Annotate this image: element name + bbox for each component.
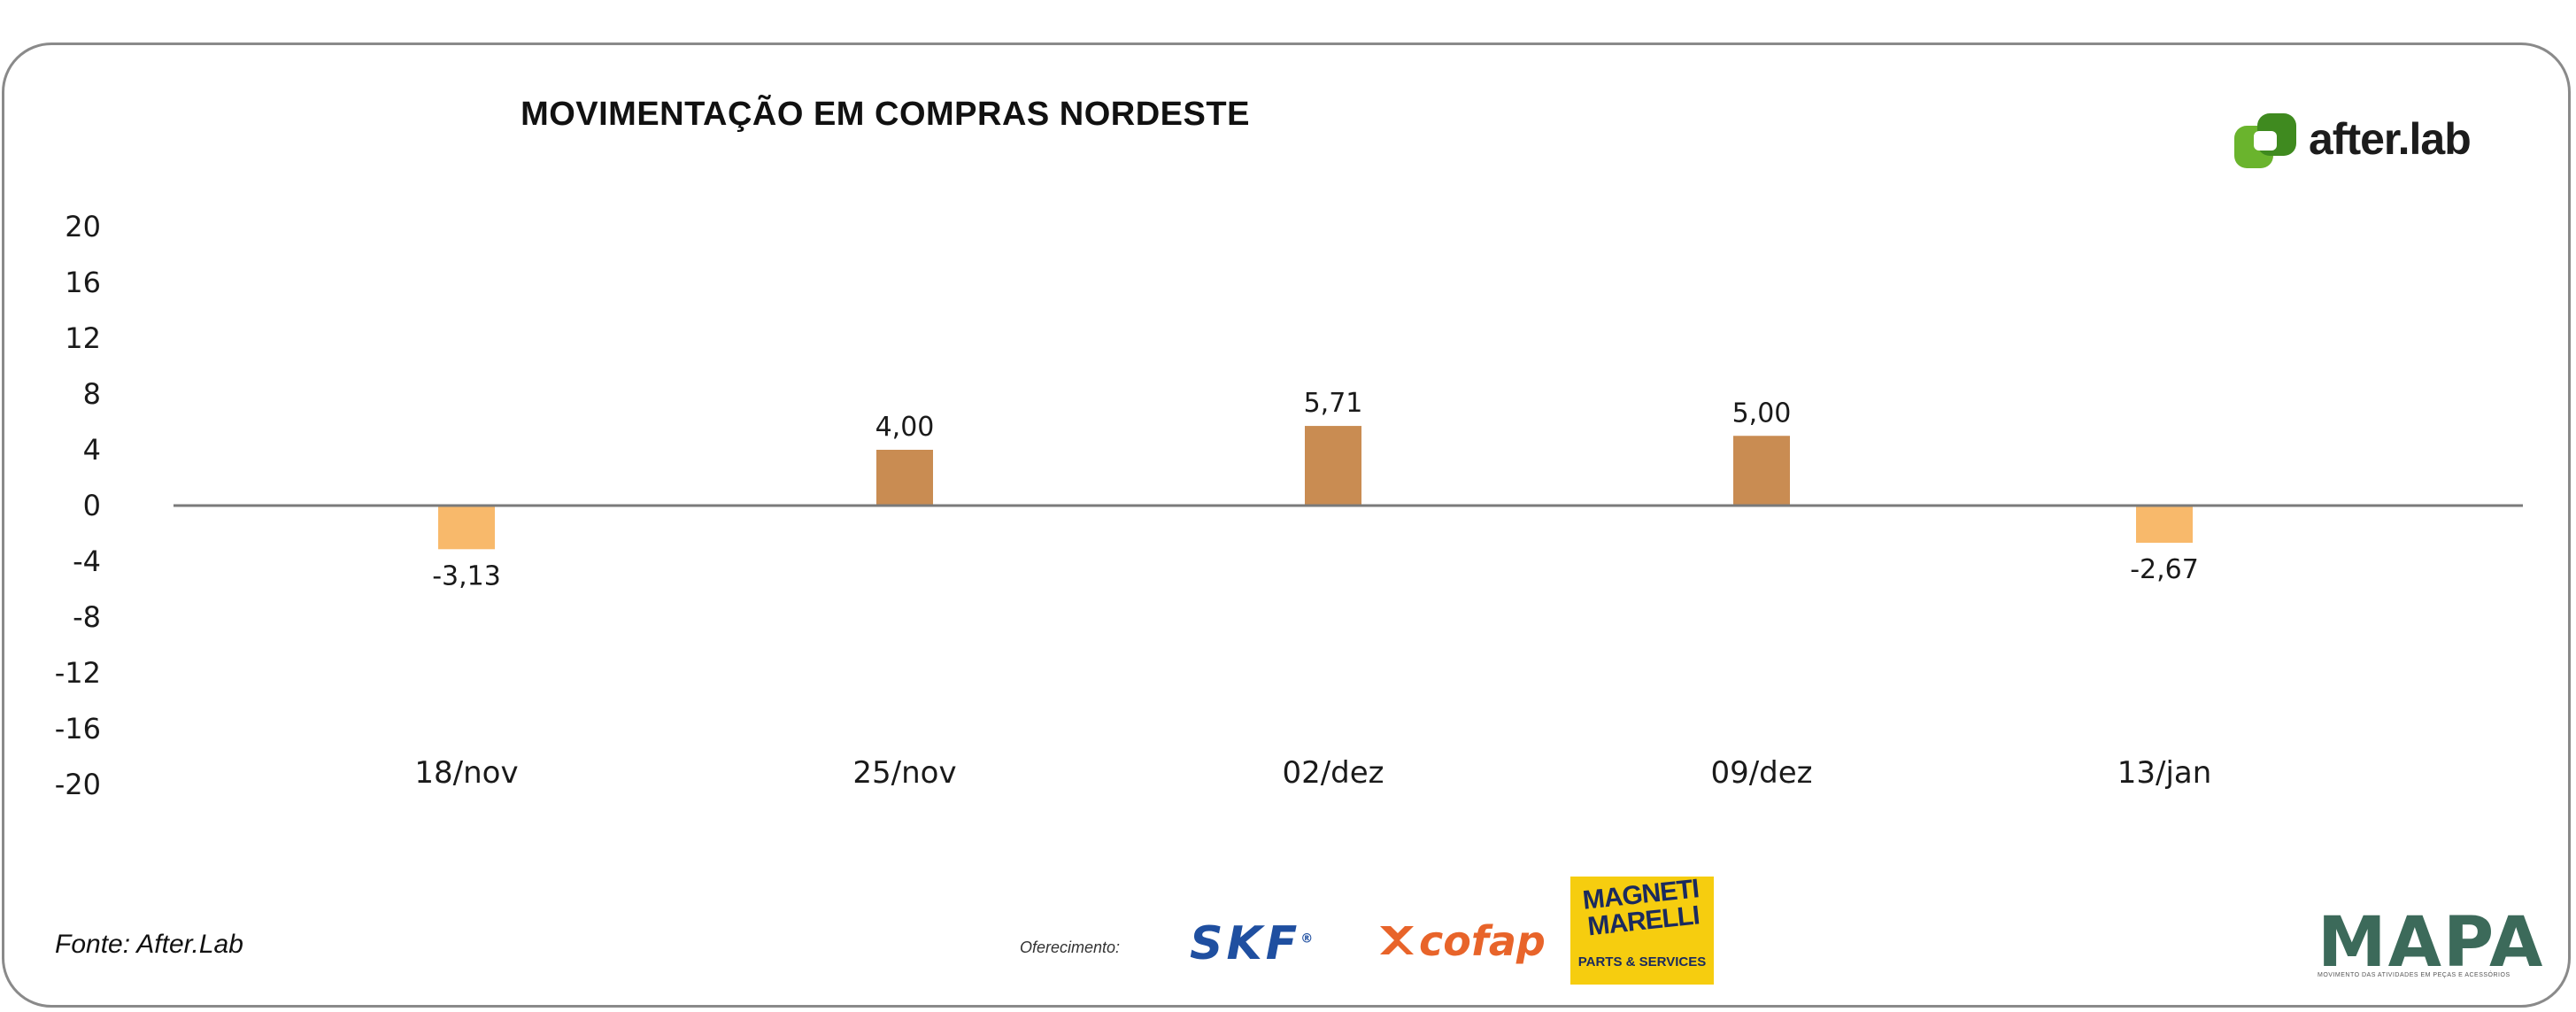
y-tick-label: 16 [65, 266, 101, 299]
y-tick-label: 20 [65, 210, 101, 243]
mapa-logo-text: MAPA [2318, 903, 2545, 983]
data-label: -2,67 [2130, 554, 2199, 585]
data-label: 4,00 [875, 412, 935, 443]
chart-title: MOVIMENTAÇÃO EM COMPRAS NORDESTE [521, 96, 1250, 133]
y-tick-label: 0 [83, 489, 101, 522]
x-category-label: 09/dez [1710, 755, 1812, 791]
afterlab-logo-icon [2234, 113, 2296, 168]
source-note: Fonte: After.Lab [55, 930, 243, 959]
y-tick-label: -4 [73, 545, 101, 578]
bar [1305, 426, 1361, 506]
sponsor-label: Oferecimento: [1020, 939, 1121, 956]
magneti-marelli-logo: MAGNETI MARELLI PARTS & SERVICES [1570, 874, 1714, 985]
y-tick-label: 12 [65, 321, 101, 355]
x-category-label: 25/nov [852, 755, 956, 791]
cofap-logo-text: cofap [1419, 917, 1546, 965]
x-category-label: 02/dez [1282, 755, 1384, 791]
cofap-logo-icon [1380, 926, 1414, 954]
data-label: 5,71 [1304, 388, 1363, 419]
bar [1733, 436, 1790, 506]
y-tick-label: 4 [83, 433, 101, 467]
magneti-marelli-subtext: PARTS & SERVICES [1577, 954, 1707, 970]
y-tick-label: -20 [55, 768, 101, 801]
y-tick-label: 8 [83, 377, 101, 411]
data-label: 5,00 [1732, 398, 1792, 429]
data-label: -3,13 [432, 560, 501, 591]
afterlab-logo: after.lab [2234, 110, 2482, 172]
y-tick-label: -8 [73, 600, 101, 634]
y-tick-label: -16 [55, 712, 101, 745]
bar [438, 506, 495, 550]
afterlab-logo-text: after.lab [2309, 114, 2472, 164]
bar [2136, 506, 2193, 544]
skf-logo-text: SKF [1190, 917, 1301, 970]
mapa-tagline: MOVIMENTO DAS ATIVIDADES EM PEÇAS E ACES… [2318, 972, 2510, 978]
x-category-label: 18/nov [414, 755, 518, 791]
bar [876, 450, 933, 506]
magneti-marelli-text: MAGNETI MARELLI [1581, 874, 1701, 942]
mapa-logo: MAPA MOVIMENTO DAS ATIVIDADES EM PEÇAS E… [2318, 903, 2542, 983]
y-tick-label: -12 [55, 656, 101, 690]
skf-logo: SKF® [1190, 917, 1314, 970]
x-category-label: 13/jan [2117, 755, 2212, 791]
